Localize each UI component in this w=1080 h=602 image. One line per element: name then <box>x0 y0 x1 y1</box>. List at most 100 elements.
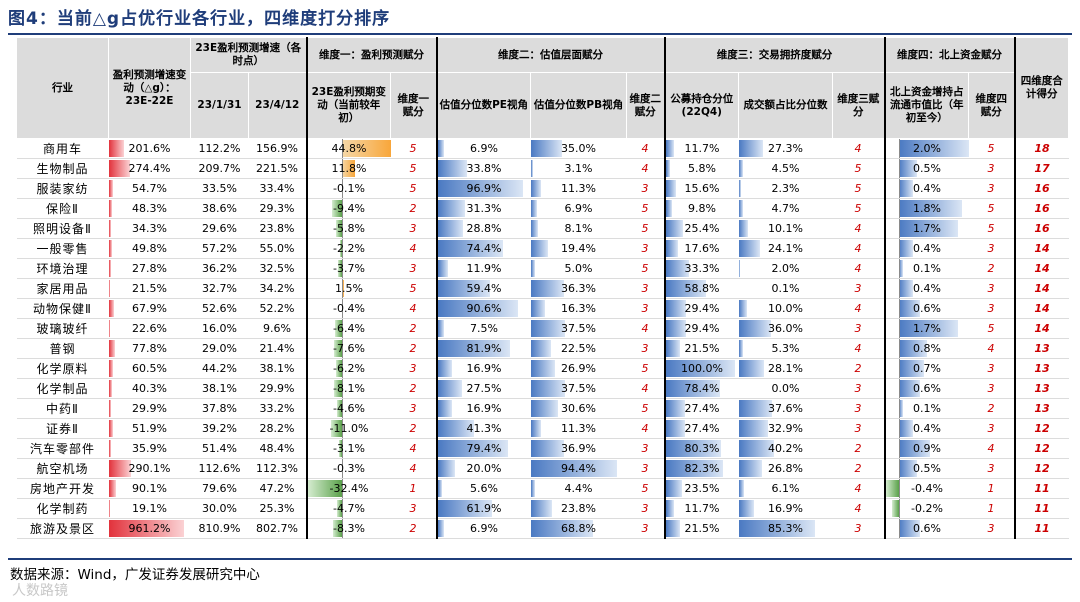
growth-d2-cell-value: 29.3% <box>259 202 295 215</box>
header-dim1-score: 维度一赋分 <box>390 72 438 139</box>
fund-holding-cell-value: 29.4% <box>684 302 720 315</box>
pe-percentile-cell-value: 41.3% <box>466 422 502 435</box>
earnings-change-cell-value: -9.4% <box>333 202 365 215</box>
pe-percentile-cell-value: 16.9% <box>466 362 502 375</box>
dim1-score-cell: 3 <box>390 358 437 379</box>
dim4-score-cell-value: 5 <box>987 142 995 155</box>
dim1-score-cell-value: 2 <box>409 382 417 395</box>
fund-holding-cell: 11.7% <box>663 498 739 519</box>
dim3-score-cell-value: 3 <box>854 422 862 435</box>
pb-percentile-bar <box>530 300 546 317</box>
g-change-cell: 60.5% <box>108 358 191 379</box>
northbound-cell-value: 0.9% <box>913 442 941 455</box>
dim4-score-cell-value: 3 <box>987 162 995 175</box>
turnover-cell: 5.3% <box>738 338 833 359</box>
dim1-score-cell-value: 4 <box>409 462 417 475</box>
northbound-bar <box>899 260 903 277</box>
pb-percentile-bar <box>530 500 553 517</box>
dim3-score-cell-value: 4 <box>854 142 862 155</box>
dim3-score-cell-value: 4 <box>854 242 862 255</box>
dim1-score-cell: 4 <box>390 238 437 259</box>
fund-holding-cell-value: 21.5% <box>684 522 720 535</box>
table-row: 服装家纺 54.7% 33.5% 33.4% -0.1% 5 96.9% 11.3% 3 15.6… <box>16 178 1069 199</box>
dim1-score-cell-value: 3 <box>409 402 417 415</box>
dim2-score-cell: 3 <box>626 518 665 539</box>
earnings-change-axis <box>342 239 344 258</box>
growth-d1-cell: 112.2% <box>190 138 249 159</box>
dim1-score-cell: 4 <box>390 458 437 479</box>
dim2-score-cell: 5 <box>626 358 665 379</box>
earnings-change-cell-value: -8.1% <box>333 382 365 395</box>
fund-holding-cell-value: 58.8% <box>684 282 720 295</box>
earnings-change-axis <box>342 199 344 218</box>
turnover-cell-value: 85.3% <box>768 522 803 535</box>
fund-holding-bar <box>666 160 670 177</box>
growth-d2-cell: 802.7% <box>248 518 307 539</box>
northbound-cell-value: 1.8% <box>913 202 941 215</box>
industry-cell-value: 普钢 <box>49 342 76 356</box>
dim3-score-cell: 5 <box>832 178 885 199</box>
fund-holding-cell: 29.4% <box>663 298 739 319</box>
northbound-axis <box>899 459 901 478</box>
dim1-score-cell: 4 <box>390 438 437 459</box>
g-change-cell: 961.2% <box>108 518 191 539</box>
earnings-change-cell: 44.8% <box>305 138 391 159</box>
dim3-score-cell-value: 2 <box>854 442 862 455</box>
dim1-score-cell-value: 3 <box>409 262 417 275</box>
growth-d1-cell-value: 79.6% <box>202 482 237 495</box>
pb-percentile-cell: 19.4% <box>530 238 627 259</box>
growth-d2-cell-value: 52.2% <box>259 302 295 315</box>
turnover-cell-value: 37.6% <box>768 402 803 415</box>
turnover-cell-value: 26.8% <box>768 462 803 475</box>
dim1-score-cell-value: 2 <box>409 422 417 435</box>
header-total: 四维度合计得分 <box>1013 37 1070 139</box>
header-dim1-change: 23E盈利预期变动（当前较年初） <box>305 72 392 139</box>
growth-d2-cell-value: 38.1% <box>259 362 295 375</box>
g-change-cell: 40.3% <box>108 378 191 399</box>
dim1-score-cell: 3 <box>390 398 437 419</box>
pe-percentile-cell: 90.6% <box>435 298 531 319</box>
pe-percentile-bar <box>438 200 466 217</box>
dim3-score-cell: 4 <box>832 238 885 259</box>
northbound-axis <box>899 339 901 358</box>
table-row: 化学制药 19.1% 30.0% 25.3% -4.7% 3 61.9% 23.8% 3 11.7… <box>16 498 1069 519</box>
fund-holding-cell-value: 17.6% <box>684 242 720 255</box>
pb-percentile-cell: 26.9% <box>530 358 627 379</box>
turnover-cell-value: 5.3% <box>771 342 800 355</box>
table-row: 玻璃玻纤 22.6% 16.0% 9.6% -6.4% 2 7.5% 37.5% 4 29.4% 3… <box>16 318 1069 339</box>
pe-percentile-cell-value: 59.4% <box>466 282 502 295</box>
northbound-cell-value: 0.6% <box>913 382 941 395</box>
dim2-score-cell: 3 <box>626 458 665 479</box>
table-row: 证券Ⅱ 51.9% 39.2% 28.2% -11.0% 2 41.3% 11.3% 4 27.4… <box>16 418 1069 439</box>
pb-percentile-bar <box>530 240 549 257</box>
fund-holding-cell: 82.3% <box>663 458 739 479</box>
industry-cell: 化学制品 <box>16 378 109 399</box>
dim4-score-cell: 5 <box>968 318 1015 339</box>
dim1-score-cell: 3 <box>390 498 437 519</box>
growth-d2-cell-value: 55.0% <box>259 242 295 255</box>
growth-d2-cell-value: 32.5% <box>259 262 295 275</box>
header-dim4: 维度四：北上资金赋分 <box>883 37 1016 73</box>
industry-cell-value: 中药Ⅱ <box>46 402 79 416</box>
pb-percentile-cell-value: 23.8% <box>561 502 596 515</box>
turnover-bar <box>738 320 771 337</box>
northbound-cell: 1.7% <box>883 318 969 339</box>
pe-percentile-cell-value: 5.6% <box>470 482 498 495</box>
dim3-score-cell: 3 <box>832 418 885 439</box>
pe-percentile-cell: 79.4% <box>435 438 531 459</box>
dim4-score-cell: 3 <box>968 158 1015 179</box>
pe-percentile-bar <box>438 420 474 437</box>
earnings-change-cell-value: -0.1% <box>333 182 365 195</box>
total-score-cell-value: 12 <box>1034 422 1050 435</box>
pe-percentile-bar <box>438 520 444 537</box>
header-dim3-score: 维度三赋分 <box>832 72 886 139</box>
growth-d1-cell: 39.2% <box>190 418 249 439</box>
pe-percentile-cell-value: 74.4% <box>466 242 502 255</box>
growth-d1-cell: 37.8% <box>190 398 249 419</box>
dim3-score-cell-value: 5 <box>854 162 862 175</box>
turnover-cell: 37.6% <box>738 398 833 419</box>
dim4-score-cell-value: 3 <box>987 462 995 475</box>
growth-d1-cell-value: 39.2% <box>202 422 237 435</box>
turnover-cell-value: 40.2% <box>768 442 803 455</box>
turnover-cell: 10.1% <box>738 218 833 239</box>
